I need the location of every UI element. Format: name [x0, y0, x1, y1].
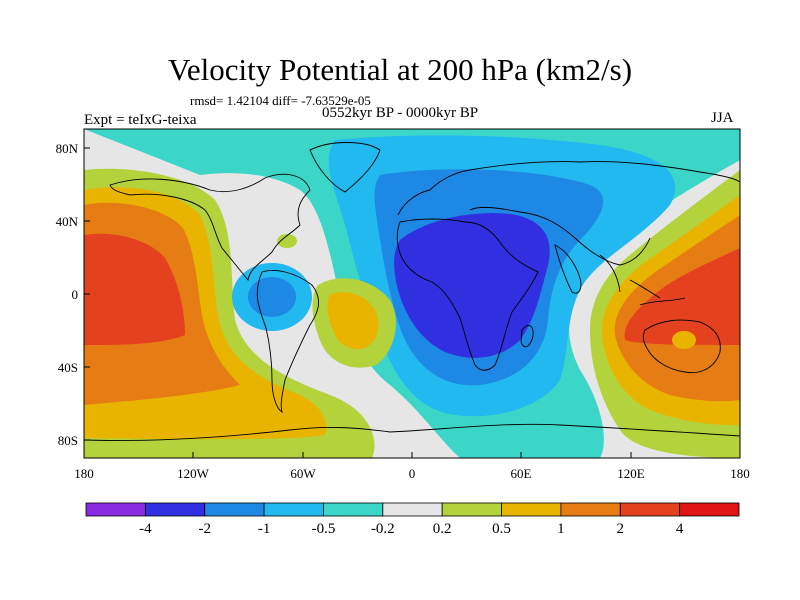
colorbar-label: 4	[676, 521, 684, 537]
negative-region-2	[394, 213, 550, 358]
x-axis-labels: 180 120W 60W 0 60E 120E 180	[74, 466, 750, 481]
colorbar-label: -1	[258, 521, 271, 537]
colorbar-label: 2	[617, 521, 625, 537]
colorbar-swatch	[619, 502, 681, 517]
coastlines	[84, 142, 740, 441]
y-tick-label: 80N	[56, 141, 79, 156]
colorbar-swatch	[679, 502, 740, 517]
period-label: 0552kyr BP - 0000kyr BP	[322, 105, 479, 121]
positive-region-pacific-2	[84, 233, 185, 345]
colorbar-swatch	[560, 502, 621, 517]
colorbar-label: 0.5	[492, 521, 511, 537]
coastline-antarctica	[84, 423, 740, 441]
y-axis-labels: 80N 40N 0 40S 80S	[56, 141, 79, 448]
season-label: JJA	[711, 110, 734, 126]
x-tick-label: 180	[74, 466, 94, 481]
y-tick-label: 0	[72, 287, 79, 302]
colorbar-label: -4	[139, 521, 152, 537]
colorbar-swatch	[441, 502, 502, 517]
coastline-australia	[642, 319, 721, 374]
colorbar-label: -0.2	[371, 521, 395, 537]
colorbar-label: -0.5	[312, 521, 336, 537]
y-tick-label: 80S	[58, 433, 78, 448]
x-tick-label: 120W	[177, 466, 210, 481]
x-tick-label: 180	[730, 466, 750, 481]
coastline-se-asia	[599, 254, 686, 306]
positive-lobe-southatlantic-0.5	[327, 292, 379, 350]
y-tick-label: 40N	[56, 214, 79, 229]
y-tick-label: 40S	[58, 360, 78, 375]
colorbar: -4 -2 -1 -0.5 -0.2 0.2 0.5 1 2 4	[85, 502, 740, 537]
x-tick-label: 120E	[617, 466, 645, 481]
colorbar-swatch	[204, 502, 265, 517]
coastline-africa	[396, 218, 539, 371]
coastline-india	[554, 244, 582, 294]
positive-region-westpacific-2	[624, 248, 740, 345]
colorbar-swatch	[85, 502, 146, 517]
colorbar-swatch	[144, 502, 206, 517]
colorbar-label: -2	[198, 521, 211, 537]
x-tick-label: 60W	[290, 466, 316, 481]
colorbar-swatch	[501, 502, 562, 517]
experiment-label: Expt = teIxG-teixa	[84, 112, 197, 128]
contour-fill-layer	[84, 129, 740, 458]
positive-spot-caribbean	[277, 234, 297, 248]
plot-title: Velocity Potential at 200 hPa (km2/s)	[167, 52, 633, 87]
stats-line: rmsd= 1.42104 diff= -7.63529e-05	[190, 93, 371, 108]
coastline-greenland	[309, 142, 381, 193]
colorbar-swatch	[263, 502, 324, 517]
negative-lobe-southamerica-1	[248, 277, 296, 317]
colorbar-label: 0.2	[433, 521, 452, 537]
tick-marks	[83, 147, 741, 458]
colorbar-swatch	[323, 502, 384, 517]
coastline-south-america	[256, 270, 319, 414]
coastline-eurasia	[397, 161, 740, 266]
positive-core-australia	[672, 331, 696, 349]
coastline-north-america	[109, 173, 311, 282]
colorbar-swatch	[382, 502, 443, 517]
x-tick-label: 0	[409, 466, 416, 481]
positive-core-pacific	[138, 349, 166, 367]
x-tick-label: 60E	[511, 466, 532, 481]
colorbar-label: 1	[557, 521, 565, 537]
coastline-madagascar	[520, 325, 534, 348]
